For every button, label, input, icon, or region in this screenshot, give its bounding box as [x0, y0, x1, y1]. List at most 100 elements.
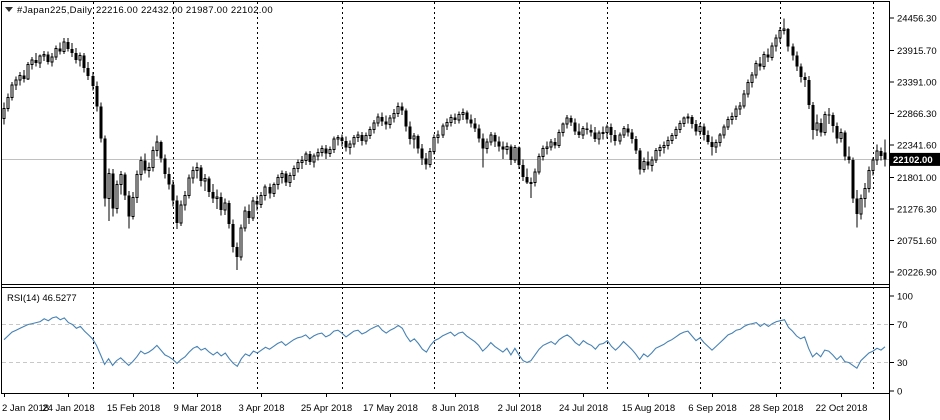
symbol-dropdown-icon[interactable]: [5, 7, 13, 12]
candle-body-bull: [348, 143, 352, 148]
candle-body-bull: [251, 200, 255, 219]
candlestick-series: [2, 18, 887, 270]
time-axis-label: 2 Jul 2018: [498, 403, 542, 414]
candle-body-bull: [738, 105, 742, 110]
candle-body-bull: [316, 151, 320, 157]
candle-body-bull: [18, 74, 22, 81]
time-axis-label: 6 Sep 2018: [688, 403, 737, 414]
candle-body-bull: [686, 116, 690, 119]
candle-body-bull: [392, 112, 396, 119]
price-axis-label: 21276.30: [897, 205, 937, 216]
candle-body-bull: [770, 45, 774, 58]
candle-body-bull: [714, 142, 718, 148]
candle-body-bull: [650, 159, 654, 167]
candle-body-bull: [485, 141, 489, 150]
time-axis-label: 17 May 2018: [363, 403, 418, 414]
candle-body-bull: [54, 47, 58, 58]
main-chart-area[interactable]: [2, 2, 889, 284]
candle-body-bull: [50, 56, 54, 63]
current-price-tag-value: 22102.00: [893, 155, 933, 166]
candle-body-bull: [155, 141, 159, 152]
candle-body-bull: [280, 172, 284, 179]
candle-body-bear: [99, 106, 103, 139]
candle-body-bull: [243, 210, 247, 229]
candle-body-bull: [513, 147, 517, 161]
candle-body-bear: [111, 173, 115, 209]
candle-body-bull: [14, 79, 18, 86]
candle-body-bull: [107, 172, 111, 200]
candle-body-bear: [175, 200, 179, 224]
candle-body-bull: [239, 227, 243, 258]
candle-body-bull: [179, 204, 183, 224]
time-axis-label: 15 Aug 2018: [622, 403, 675, 414]
candle-body-bear: [758, 63, 762, 67]
price-axis-area[interactable]: [890, 0, 940, 420]
candle-body-bull: [682, 117, 686, 124]
candle-body-bear: [95, 86, 99, 107]
candle-body-bull: [396, 106, 400, 114]
candle-body-bull: [151, 150, 155, 168]
candle-body-bear: [706, 134, 710, 143]
candle-body-bull: [823, 114, 827, 133]
candle-body-bear: [827, 114, 831, 116]
candle-body-bull: [734, 108, 738, 117]
candle-body-bear: [481, 138, 485, 149]
candle-body-bull: [356, 134, 360, 138]
current-price-tag: 22102.00: [890, 152, 940, 166]
candle-body-bull: [565, 117, 569, 125]
time-axis-label: 22 Oct 2018: [816, 403, 868, 414]
candle-body-bull: [203, 178, 207, 182]
candle-body-bear: [268, 187, 272, 194]
candle-body-bear: [453, 117, 457, 120]
time-axis-area[interactable]: [0, 394, 889, 420]
candle-body-bull: [533, 171, 537, 183]
symbol-period-label: #Japan225,Daily: [17, 5, 92, 16]
candle-body-bear: [284, 173, 288, 183]
candle-body-bull: [296, 162, 300, 169]
candle-body-bull: [147, 166, 151, 171]
candle-body-bear: [66, 41, 70, 49]
candle-body-bull: [135, 174, 139, 198]
rsi-chart-area[interactable]: [2, 288, 889, 392]
candle-body-bull: [654, 150, 658, 161]
candle-body-bear: [819, 122, 823, 133]
chart-borders: [1, 1, 890, 420]
candle-body-bear: [634, 139, 638, 151]
candle-body-bull: [782, 28, 786, 31]
candle-body-bull: [428, 151, 432, 165]
candle-body-bear: [509, 146, 513, 161]
candle-body-bear: [831, 115, 835, 126]
candle-body-bull: [605, 126, 609, 133]
price-axis-label: 23915.70: [897, 46, 937, 57]
candle-body-bull: [352, 136, 356, 145]
candle-body-bear: [553, 142, 557, 146]
candle-body-bear: [573, 122, 577, 132]
candle-body-bull: [549, 141, 553, 148]
candle-body-bull: [754, 62, 758, 76]
candle-body-bear: [525, 176, 529, 183]
time-axis-label: 28 Sep 2018: [750, 403, 804, 414]
candle-body-bear: [408, 126, 412, 140]
candle-body-bull: [778, 29, 782, 39]
candle-body-bull: [195, 166, 199, 171]
candle-body-bull: [26, 64, 30, 80]
candle-body-bull: [336, 136, 340, 140]
candle-body-bear: [786, 29, 790, 47]
candle-body-bull: [839, 132, 843, 139]
candle-body-bear: [609, 127, 613, 135]
candle-body-bear: [340, 137, 344, 141]
candle-body-bull: [642, 160, 646, 171]
price-axis-label: 21801.00: [897, 173, 937, 184]
candle-body-bull: [537, 156, 541, 173]
candle-body-bull: [718, 134, 722, 144]
candle-body-bear: [835, 125, 839, 139]
candle-body-bear: [82, 55, 86, 69]
candle-body-bear: [690, 116, 694, 125]
candle-body-bear: [847, 156, 851, 161]
candle-body-bull: [666, 139, 670, 147]
candle-body-bull: [62, 41, 66, 52]
price-axis-label: 22866.30: [897, 109, 937, 120]
candle-body-bull: [505, 145, 509, 150]
